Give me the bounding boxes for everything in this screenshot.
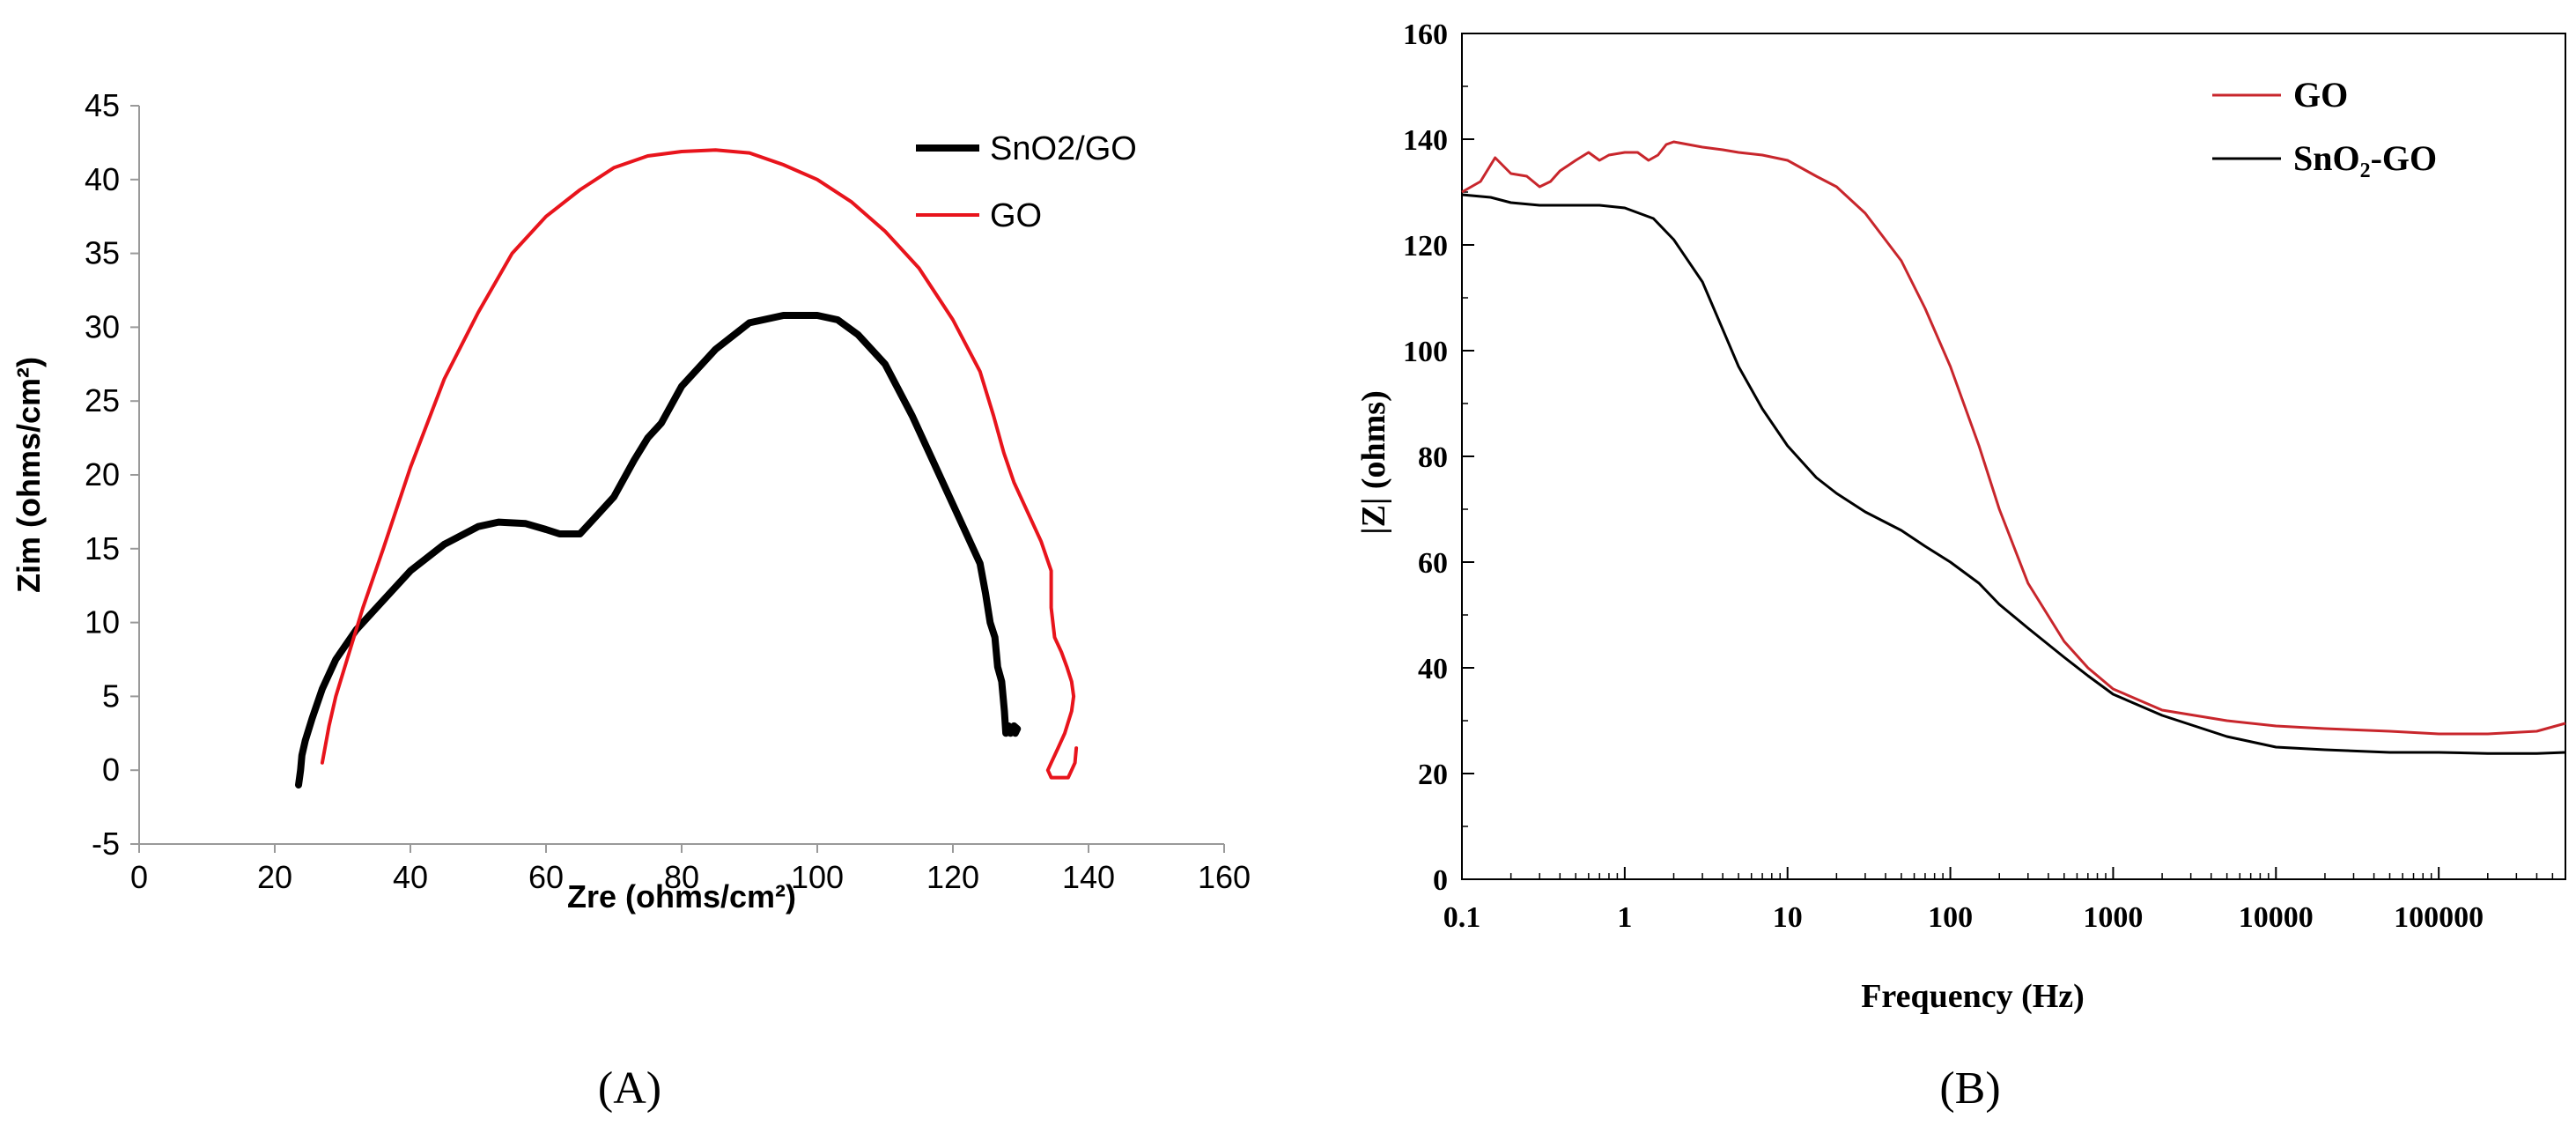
panel-a-x-tick-label: 20 — [257, 859, 292, 895]
panel-b-x-tick-label: 0.1 — [1443, 901, 1481, 934]
panel-b-legend: GO SnO₂-GO — [2212, 75, 2437, 178]
panel-b-y-tick-label: 140 — [1403, 124, 1448, 157]
panel-b-legend-label: GO — [2293, 75, 2348, 115]
panel-a-x-tick-label: 40 — [393, 859, 428, 895]
panel-a-y-label: Zim (ohms/cm²) — [11, 357, 47, 593]
panel-a-series-line-go — [320, 148, 1079, 780]
panel-b: 0.1 1 10 100 1000 10000 100000 0 20 40 60 80 100 120… — [1355, 19, 2566, 1114]
panel-b-x-tick-label: 10000 — [2239, 901, 2314, 934]
panel-b-x-tick-label: 100000 — [2394, 901, 2484, 934]
panel-b-y-tick-label: 100 — [1403, 336, 1448, 368]
panel-b-series-line-sno2-go — [1461, 193, 2566, 755]
panel-a-y-tick-label: 10 — [85, 604, 120, 641]
panel-a-y-tick-label: 40 — [85, 161, 120, 197]
panel-b-y-tick-label: 0 — [1433, 864, 1448, 897]
panel-b-caption: (B) — [1939, 1063, 2000, 1114]
panel-b-y-tick-label: 80 — [1418, 441, 1448, 474]
panel-a-x-tick-label: 160 — [1198, 859, 1251, 895]
panel-a-y-tick-label: 30 — [85, 308, 120, 344]
panel-a: 0 20 40 60 80 100 120 140 160 -5 0 5 10 15 20 25 30 35 40… — [11, 87, 1251, 1114]
panel-a-y-tick-label: 0 — [102, 752, 120, 788]
panel-a-x-tick-label: 0 — [130, 859, 148, 895]
panel-b-legend-label: SnO₂-GO — [2293, 138, 2437, 178]
panel-b-y-label: |Z| (ohms) — [1355, 390, 1392, 534]
panel-a-y-tick-label: 35 — [85, 235, 120, 271]
panel-b-y-tick-label: 40 — [1418, 653, 1448, 685]
panel-b-y-tick-label: 120 — [1403, 230, 1448, 263]
panel-a-y-tick-label: 15 — [85, 530, 120, 566]
panel-a-caption: (A) — [598, 1063, 661, 1114]
panel-a-x-tick-label: 140 — [1062, 859, 1115, 895]
panel-b-x-tick-label: 10 — [1773, 901, 1803, 934]
panel-a-x-tick-label: 120 — [926, 859, 979, 895]
panel-a-y-tick-label: 45 — [85, 87, 120, 123]
panel-a-legend-label: SnO2/GO — [990, 130, 1137, 167]
panel-b-x-tick-label: 100 — [1928, 901, 1973, 934]
panel-a-x-tick-label: 60 — [528, 859, 564, 895]
panel-a-x-tick-label: 100 — [791, 859, 844, 895]
panel-b-series-line-go — [1461, 140, 2566, 736]
panel-a-y-tick-label: 20 — [85, 456, 120, 492]
panel-b-x-tick-label: 1 — [1617, 901, 1632, 934]
panel-b-x-tick-label: 1000 — [2083, 901, 2143, 934]
panel-a-y-tick-label: 25 — [85, 382, 120, 418]
panel-b-y-tick-label: 60 — [1418, 547, 1448, 580]
panel-a-legend-label: GO — [990, 197, 1042, 234]
panel-b-y-tick-label: 20 — [1418, 759, 1448, 791]
panel-b-y-tick-label: 160 — [1403, 19, 1448, 51]
panel-a-y-tick-label: -5 — [92, 826, 120, 862]
panel-a-series-line-sno2-go — [295, 312, 1022, 789]
panel-a-legend: SnO2/GO GO — [916, 130, 1137, 234]
panel-a-x-tick-label: 80 — [664, 859, 699, 895]
panel-a-x-label: Zre (ohms/cm²) — [567, 878, 796, 915]
panel-a-y-tick-label: 5 — [102, 678, 120, 714]
panel-b-x-label: Frequency (Hz) — [1861, 978, 2085, 1015]
